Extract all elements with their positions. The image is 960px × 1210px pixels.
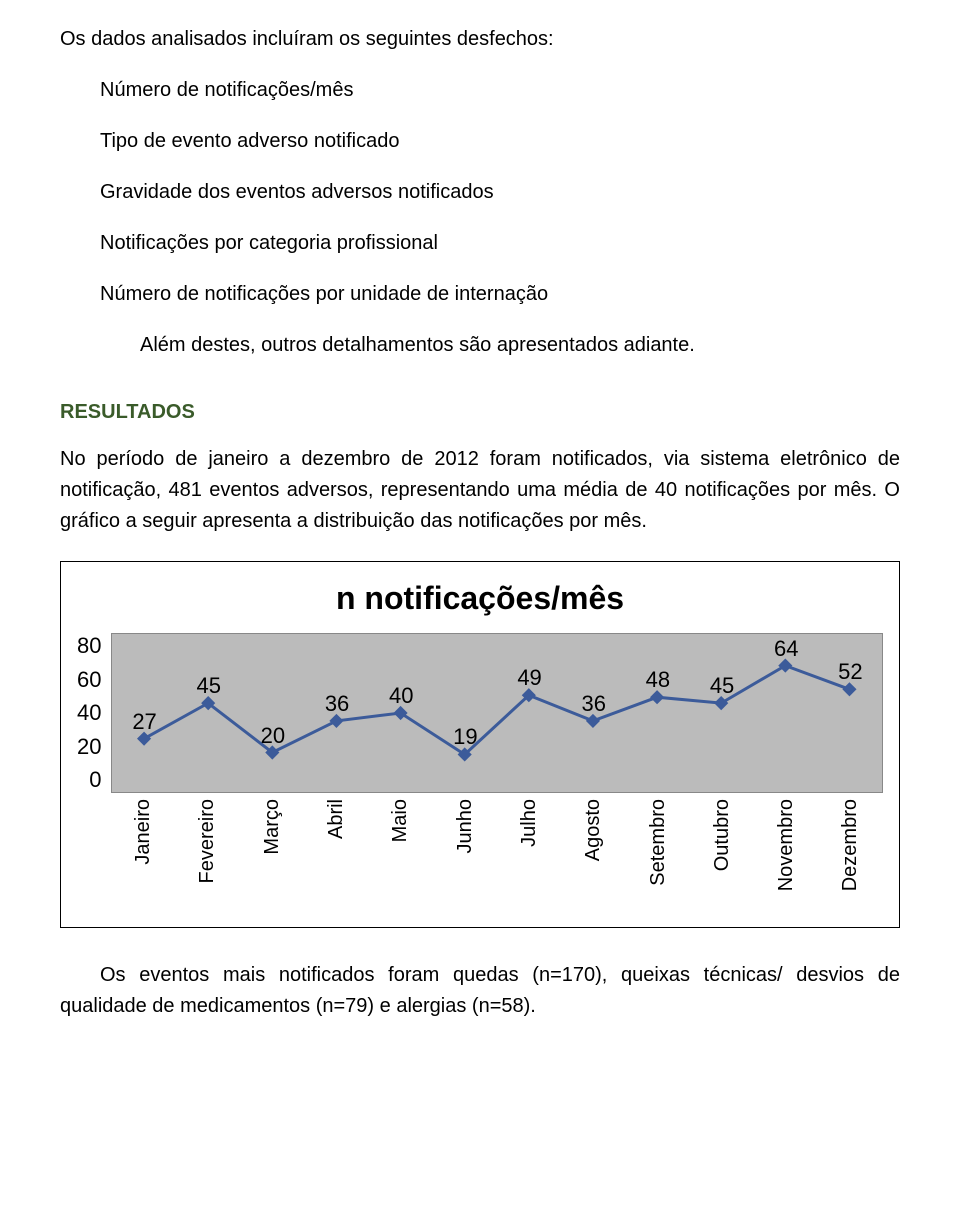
chart-data-label: 52 bbox=[838, 659, 862, 685]
x-tick: Novembro bbox=[754, 799, 818, 919]
chart-data-label: 36 bbox=[581, 691, 605, 717]
bullet-2: Tipo de evento adverso notificado bbox=[60, 126, 900, 157]
y-tick-label: 0 bbox=[89, 767, 101, 793]
x-tick-label: Janeiro bbox=[132, 799, 155, 865]
x-tick-label: Agosto bbox=[582, 799, 605, 861]
bullet-4: Notificações por categoria profissional bbox=[60, 228, 900, 259]
x-tick-label: Junho bbox=[454, 799, 477, 854]
y-tick-label: 40 bbox=[77, 700, 101, 726]
x-tick: Junho bbox=[433, 799, 497, 919]
footer-text: Os eventos mais notificados foram quedas… bbox=[60, 960, 900, 1022]
x-tick-label: Julho bbox=[518, 799, 541, 847]
bullet-3: Gravidade dos eventos adversos notificad… bbox=[60, 177, 900, 208]
y-tick-label: 80 bbox=[77, 633, 101, 659]
y-tick-label: 60 bbox=[77, 667, 101, 693]
chart-plot-area: 27 45 20 36 40 19 49 36 48 45 64 52 bbox=[111, 633, 883, 793]
bullet-1: Número de notificações/mês bbox=[60, 75, 900, 106]
intro-text: Os dados analisados incluíram os seguint… bbox=[60, 24, 900, 55]
x-tick: Dezembro bbox=[819, 799, 883, 919]
chart-data-label: 49 bbox=[517, 665, 541, 691]
x-tick: Março bbox=[240, 799, 304, 919]
x-tick-label: Setembro bbox=[647, 799, 670, 886]
x-tick: Maio bbox=[369, 799, 433, 919]
chart-data-label: 36 bbox=[325, 691, 349, 717]
chart-data-label: 45 bbox=[710, 673, 734, 699]
x-tick: Janeiro bbox=[111, 799, 175, 919]
x-tick-label: Abril bbox=[325, 799, 348, 839]
y-tick-label: 20 bbox=[77, 734, 101, 760]
x-tick-label: Fevereiro bbox=[196, 799, 219, 883]
chart-data-label: 20 bbox=[261, 723, 285, 749]
chart-data-label: 19 bbox=[453, 724, 477, 750]
chart-data-label: 27 bbox=[132, 709, 156, 735]
x-tick: Outubro bbox=[690, 799, 754, 919]
chart-container: n notificações/mês 80 60 40 20 0 27 45 20 36 40 1… bbox=[60, 561, 900, 928]
resultados-body: No período de janeiro a dezembro de 2012… bbox=[60, 444, 900, 537]
chart-line bbox=[112, 634, 882, 792]
chart-data-label: 45 bbox=[196, 673, 220, 699]
section-title-resultados: RESULTADOS bbox=[60, 401, 900, 424]
bullet-6: Além destes, outros detalhamentos são ap… bbox=[60, 330, 900, 361]
x-tick: Julho bbox=[497, 799, 561, 919]
x-tick: Fevereiro bbox=[176, 799, 240, 919]
x-tick: Abril bbox=[304, 799, 368, 919]
chart-data-label: 64 bbox=[774, 636, 798, 662]
x-tick-label: Outubro bbox=[711, 799, 734, 871]
chart-data-label: 48 bbox=[646, 667, 670, 693]
x-tick: Setembro bbox=[626, 799, 690, 919]
chart-data-label: 40 bbox=[389, 683, 413, 709]
chart-y-axis: 80 60 40 20 0 bbox=[77, 633, 111, 793]
chart-title: n notificações/mês bbox=[77, 580, 883, 617]
chart-x-axis: Janeiro Fevereiro Março Abril Maio Junho Julho… bbox=[111, 799, 883, 919]
bullet-5: Número de notificações por unidade de in… bbox=[60, 279, 900, 310]
x-tick-label: Março bbox=[261, 799, 284, 855]
x-tick: Agosto bbox=[562, 799, 626, 919]
x-tick-label: Maio bbox=[389, 799, 412, 842]
x-tick-label: Novembro bbox=[775, 799, 798, 891]
x-tick-label: Dezembro bbox=[839, 799, 862, 891]
